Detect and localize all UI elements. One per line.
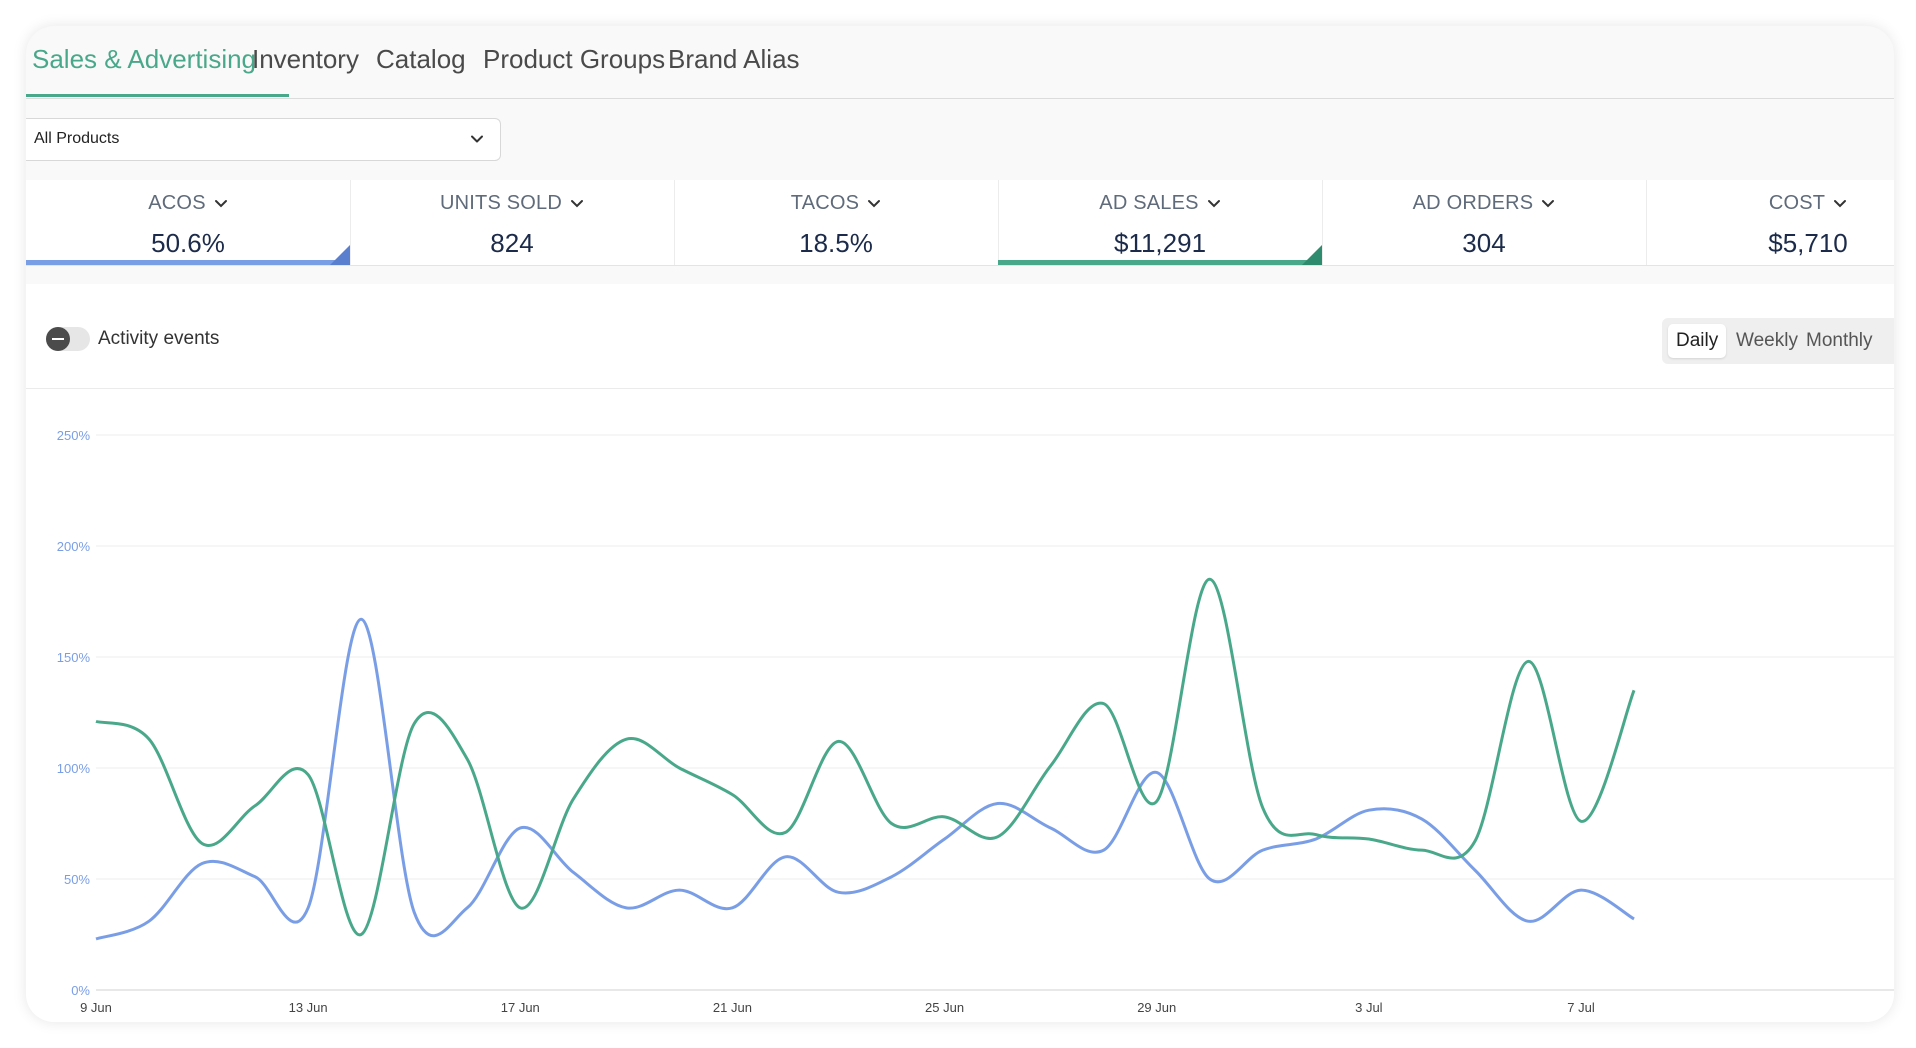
period-selector: Daily Weekly Monthly bbox=[1662, 318, 1894, 364]
metric-value: $5,710 bbox=[1768, 228, 1848, 258]
metric-value: 18.5% bbox=[799, 228, 873, 258]
chevron-down-icon bbox=[868, 199, 881, 208]
x-tick-label: 3 Jul bbox=[1355, 1000, 1383, 1015]
tab-catalog[interactable]: Catalog bbox=[376, 44, 466, 74]
toggle-off-icon bbox=[46, 327, 70, 351]
period-weekly-button[interactable]: Weekly bbox=[1736, 330, 1798, 351]
x-tick-label: 25 Jun bbox=[925, 1000, 964, 1015]
metric-value: 50.6% bbox=[151, 228, 225, 258]
chevron-down-icon bbox=[1207, 199, 1220, 208]
x-tick-label: 29 Jun bbox=[1137, 1000, 1176, 1015]
period-daily-button[interactable]: Daily bbox=[1668, 324, 1727, 358]
y-tick-label: 150% bbox=[57, 650, 91, 665]
period-monthly-button[interactable]: Monthly bbox=[1806, 330, 1873, 351]
chart-panel: Activity events Daily Weekly Monthly 0% 5… bbox=[26, 284, 1894, 1022]
y-tick-label: 250% bbox=[57, 428, 91, 443]
metric-value: 304 bbox=[1462, 228, 1506, 258]
line-chart: 0% 50% 100% 150% 200% 250% 9 Jun 13 Jun 17 Jun 21… bbox=[57, 428, 1894, 1015]
chevron-down-icon bbox=[1542, 199, 1555, 208]
x-tick-label: 17 Jun bbox=[501, 1000, 540, 1015]
metric-title: COST bbox=[1768, 192, 1826, 214]
activity-events-label: Activity events bbox=[98, 328, 220, 349]
x-tick-label: 13 Jun bbox=[289, 1000, 328, 1015]
metric-title: AD SALES bbox=[1099, 192, 1199, 214]
tab-sales-advertising[interactable]: Sales & Advertising bbox=[32, 44, 257, 74]
chevron-down-icon bbox=[214, 199, 227, 208]
series-line-ad-sales bbox=[95, 577, 1636, 937]
x-tick-label: 9 Jun bbox=[80, 1000, 112, 1015]
active-tab-indicator bbox=[26, 94, 289, 97]
metric-corner-marker bbox=[330, 245, 350, 265]
x-tick-label: 7 Jul bbox=[1567, 1000, 1595, 1015]
metric-ad-orders[interactable]: AD ORDERS 304 bbox=[1322, 180, 1647, 265]
metric-cost[interactable]: COST $5,710 bbox=[1646, 180, 1894, 265]
tab-inventory[interactable]: Inventory bbox=[252, 44, 359, 74]
metrics-bar: ACOS 50.6% UNITS SOLD 824 TACOS 18.5% AD… bbox=[26, 180, 1894, 266]
metric-selected-indicator bbox=[998, 260, 1322, 265]
product-filter-select[interactable]: All Products bbox=[26, 118, 501, 161]
metric-value: 824 bbox=[490, 228, 534, 258]
metric-title: TACOS bbox=[790, 192, 860, 214]
y-tick-label: 100% bbox=[57, 761, 91, 776]
activity-events-toggle[interactable] bbox=[46, 327, 90, 351]
metric-tacos[interactable]: TACOS 18.5% bbox=[674, 180, 999, 265]
tab-brand-alias[interactable]: Brand Alias bbox=[668, 44, 800, 74]
metric-ad-sales[interactable]: AD SALES $11,291 bbox=[998, 180, 1323, 265]
tab-product-groups[interactable]: Product Groups bbox=[483, 44, 666, 74]
series-line-acos bbox=[95, 617, 1635, 941]
tab-bar: Sales & Advertising Inventory Catalog Pr… bbox=[26, 26, 1894, 99]
chart-divider bbox=[26, 388, 1894, 389]
metric-title: AD ORDERS bbox=[1412, 192, 1534, 214]
chevron-down-icon bbox=[571, 199, 584, 208]
metric-acos[interactable]: ACOS 50.6% bbox=[26, 180, 351, 265]
y-tick-label: 200% bbox=[57, 539, 91, 554]
metric-corner-marker bbox=[1302, 245, 1322, 265]
metric-units-sold[interactable]: UNITS SOLD 824 bbox=[350, 180, 675, 265]
dashboard-card: Sales & Advertising Inventory Catalog Pr… bbox=[26, 26, 1894, 1022]
x-tick-label: 21 Jun bbox=[713, 1000, 752, 1015]
chevron-down-icon bbox=[1834, 199, 1847, 208]
y-tick-label: 0% bbox=[71, 983, 90, 998]
product-filter-value: All Products bbox=[34, 130, 120, 147]
metric-value: $11,291 bbox=[1113, 228, 1207, 258]
chevron-down-icon bbox=[471, 135, 483, 143]
metric-title: ACOS bbox=[148, 192, 206, 214]
metric-selected-indicator bbox=[26, 260, 350, 265]
y-tick-label: 50% bbox=[64, 872, 90, 887]
metric-title: UNITS SOLD bbox=[439, 192, 563, 214]
